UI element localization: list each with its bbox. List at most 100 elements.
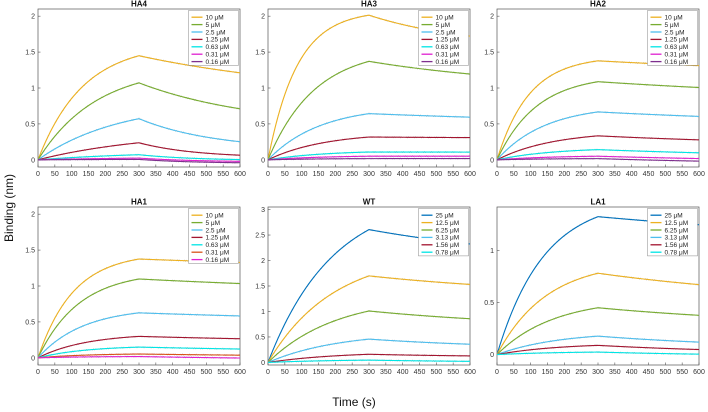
- legend-entry: 2.5 μM: [436, 29, 456, 36]
- y-tick-label: 0: [31, 355, 35, 362]
- x-tick-label: 500: [659, 369, 671, 376]
- legend-entry: 12.5 μM: [665, 220, 689, 227]
- panel-grid: 0 50 100 150 200 250 300 350 400 450 500 550 60000.5…: [25, 0, 705, 376]
- y-tick-label: 1: [490, 248, 494, 255]
- y-tick-label: 0.5: [484, 121, 494, 128]
- legend-box: [647, 10, 698, 66]
- x-tick-label: 500: [200, 171, 212, 178]
- y-tick-label: 1.5: [25, 50, 35, 57]
- x-tick-label: 200: [99, 171, 111, 178]
- x-tick-label: 200: [558, 369, 570, 376]
- y-tick-label: 0: [31, 157, 35, 164]
- panel-title: HA1: [131, 198, 148, 207]
- series-line: [268, 359, 470, 363]
- x-tick-label: 450: [643, 171, 655, 178]
- series-line: [497, 158, 699, 162]
- x-tick-label: 400: [167, 171, 179, 178]
- x-tick-label: 600: [693, 369, 705, 376]
- x-tick-label: 400: [167, 369, 179, 376]
- x-tick-label: 300: [363, 171, 375, 178]
- y-tick-label: 0.5: [255, 334, 265, 341]
- legend-entry: 6.25 μM: [665, 227, 689, 234]
- x-tick-label: 50: [510, 369, 518, 376]
- y-tick-label: 2: [31, 14, 35, 21]
- x-tick-label: 150: [542, 369, 554, 376]
- x-tick-label: 0: [36, 171, 40, 178]
- legend-entry: 0.16 μM: [206, 59, 230, 66]
- x-tick-label: 500: [430, 369, 442, 376]
- y-tick-label: 0: [490, 352, 494, 359]
- x-tick-label: 250: [116, 369, 128, 376]
- legend-box: [418, 208, 469, 257]
- x-tick-label: 100: [525, 171, 537, 178]
- legend-entry: 1.56 μM: [665, 242, 689, 249]
- x-tick-label: 250: [575, 171, 587, 178]
- legend-entry: 0.78 μM: [665, 250, 689, 257]
- legend-entry: 10 μM: [206, 15, 224, 22]
- series-line: [497, 272, 699, 355]
- y-tick-label: 1.5: [255, 50, 265, 57]
- legend-entry: 0.31 μM: [665, 52, 689, 59]
- legend-entry: 0.63 μM: [206, 44, 230, 51]
- x-tick-label: 350: [150, 171, 162, 178]
- legend-entry: 0.63 μM: [665, 44, 689, 51]
- legend-box: [188, 208, 239, 264]
- series-group: [268, 14, 470, 162]
- x-tick-label: 0: [495, 369, 499, 376]
- legend-entry: 1.56 μM: [436, 242, 460, 249]
- y-tick-label: 1: [261, 309, 265, 316]
- legend-entry: 1.25 μM: [206, 235, 230, 242]
- x-tick-label: 0: [36, 369, 40, 376]
- series-line: [497, 335, 699, 356]
- y-tick-label: 0: [490, 157, 494, 164]
- x-tick-label: 550: [676, 369, 688, 376]
- x-tick-label: 550: [217, 171, 229, 178]
- x-tick-label: 100: [296, 171, 308, 178]
- legend: 10 μM5 μM2.5 μM1.25 μM0.63 μM0.31 μM0.16…: [188, 208, 239, 264]
- x-tick-label: 550: [676, 171, 688, 178]
- x-tick-label: 550: [447, 171, 459, 178]
- x-tick-label: 250: [575, 369, 587, 376]
- legend-entry: 25 μM: [436, 213, 454, 220]
- x-tick-label: 150: [83, 369, 95, 376]
- legend-entry: 10 μM: [206, 213, 224, 220]
- x-tick-label: 250: [346, 171, 358, 178]
- legend-box: [647, 208, 698, 257]
- x-tick-label: 400: [397, 171, 409, 178]
- x-tick-label: 500: [659, 171, 671, 178]
- legend-entry: 5 μM: [206, 220, 221, 227]
- x-tick-label: 600: [464, 369, 476, 376]
- y-tick-label: 1.5: [484, 50, 494, 57]
- x-tick-label: 50: [51, 171, 59, 178]
- x-tick-label: 350: [609, 171, 621, 178]
- series-line: [38, 356, 240, 359]
- x-tick-label: 250: [346, 369, 358, 376]
- y-tick-label: 0.5: [255, 121, 265, 128]
- x-tick-label: 0: [266, 171, 270, 178]
- series-line: [497, 149, 699, 161]
- legend-entry: 10 μM: [665, 15, 683, 22]
- x-tick-label: 300: [363, 369, 375, 376]
- legend-entry: 5 μM: [206, 22, 221, 29]
- y-tick-label: 2: [261, 258, 265, 265]
- x-tick-label: 100: [66, 171, 78, 178]
- series-group: [38, 257, 240, 360]
- y-tick-label: 0.5: [25, 319, 35, 326]
- x-tick-label: 350: [609, 369, 621, 376]
- panel-title: HA2: [590, 0, 607, 9]
- series-line: [38, 154, 240, 161]
- x-tick-label: 400: [626, 171, 638, 178]
- legend-box: [418, 10, 469, 66]
- legend-entry: 0.63 μM: [436, 44, 460, 51]
- series-line: [497, 111, 699, 161]
- y-tick-label: 1: [31, 284, 35, 291]
- x-tick-label: 0: [266, 369, 270, 376]
- legend-box: [188, 10, 239, 66]
- y-tick-label: 1: [31, 86, 35, 93]
- series-line: [497, 351, 699, 356]
- panel-title: HA3: [361, 0, 378, 9]
- series-line: [38, 158, 240, 164]
- x-tick-label: 350: [380, 369, 392, 376]
- y-tick-label: 2: [261, 14, 265, 21]
